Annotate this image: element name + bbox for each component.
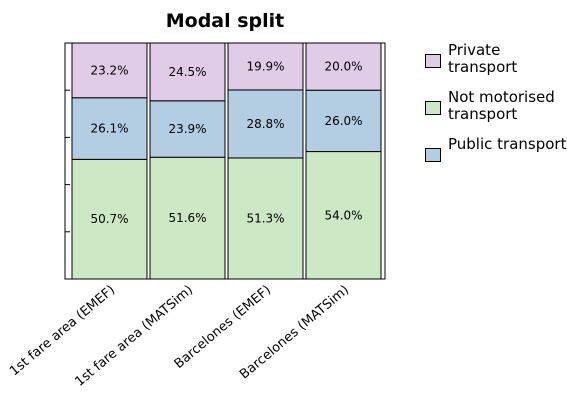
data-label: 51.6% <box>168 211 206 225</box>
bar-segment <box>227 157 304 280</box>
bar-segment <box>71 97 148 160</box>
bar-segment <box>71 158 148 280</box>
legend-swatch <box>425 54 441 68</box>
data-label: 19.9% <box>246 59 284 73</box>
data-label: 54.0% <box>324 208 362 222</box>
legend-label: Not motorised transport <box>448 88 555 123</box>
legend-label: Public transport <box>448 135 567 153</box>
bar-segment <box>305 42 382 91</box>
data-label: 50.7% <box>90 212 128 226</box>
legend-swatch <box>425 101 441 115</box>
data-label: 51.3% <box>246 211 284 225</box>
data-label: 23.2% <box>90 63 128 77</box>
legend-label: Private transport <box>448 41 518 76</box>
data-label: 26.1% <box>90 122 128 136</box>
bar-segment <box>305 151 382 280</box>
data-label: 24.5% <box>168 65 206 79</box>
bar-segment <box>227 89 304 159</box>
bar-segment <box>227 42 304 91</box>
bar-segment <box>149 156 226 280</box>
data-label: 26.0% <box>324 114 362 128</box>
data-label: 28.8% <box>246 117 284 131</box>
data-label: 23.9% <box>168 122 206 136</box>
legend-swatch <box>425 148 441 162</box>
data-label: 20.0% <box>324 60 362 74</box>
bar-segment <box>149 100 226 158</box>
chart-title: Modal split <box>166 10 285 32</box>
bar-segment <box>149 42 226 102</box>
plot-frame <box>64 42 386 280</box>
